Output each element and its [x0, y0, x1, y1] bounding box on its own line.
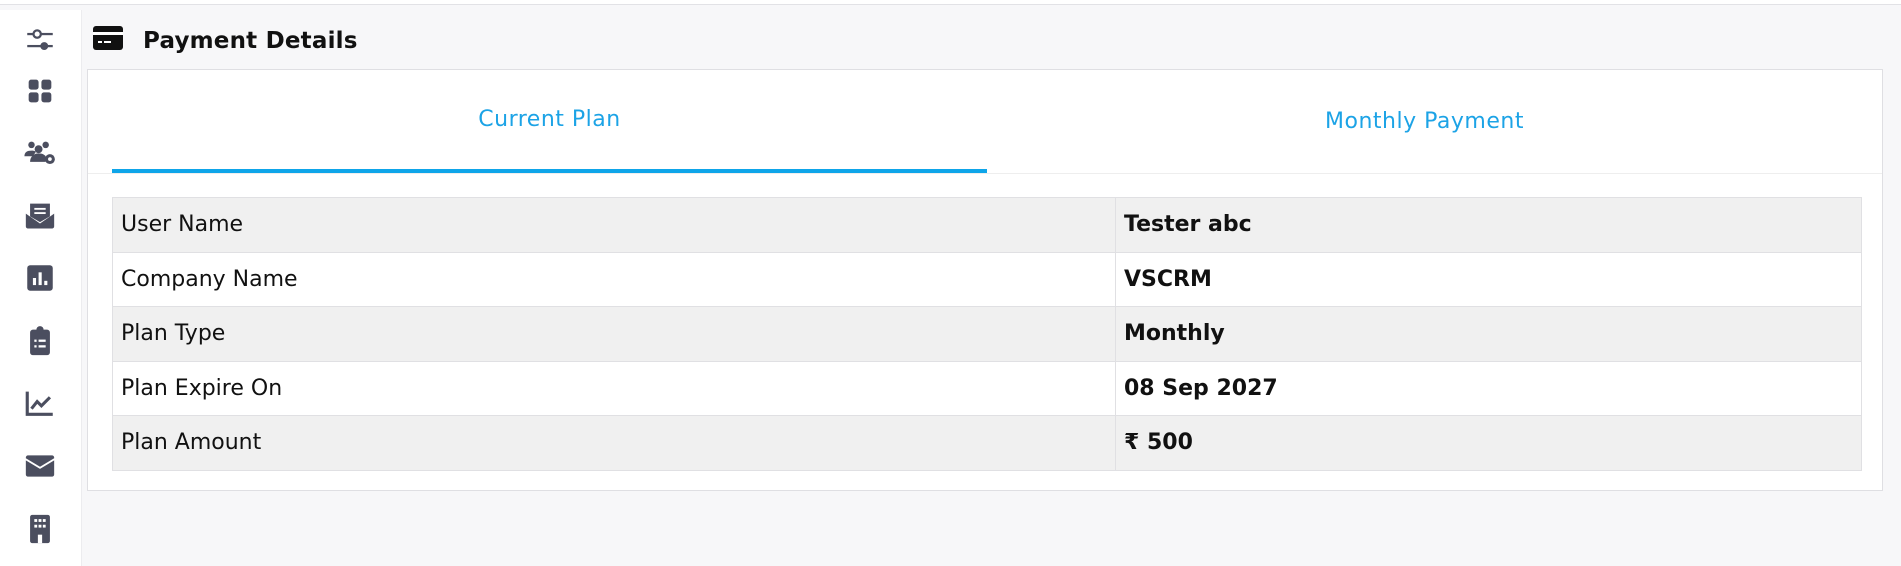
row-label: Plan Type — [112, 306, 1116, 362]
grid-icon[interactable] — [22, 73, 58, 109]
tab-current-plan[interactable]: Current Plan — [112, 70, 987, 173]
top-bar — [0, 0, 1901, 5]
envelope-open-icon[interactable] — [22, 197, 58, 233]
users-gear-icon[interactable] — [22, 134, 58, 170]
row-value: 08 Sep 2027 — [1115, 360, 1862, 416]
table-row: Plan Amount ₹ 500 — [112, 415, 1862, 471]
table-row: User Name Tester abc — [112, 197, 1862, 253]
row-label: Company Name — [112, 251, 1116, 307]
page-title: Payment Details — [143, 28, 358, 54]
row-label: User Name — [112, 197, 1116, 253]
row-value: Monthly — [1115, 306, 1862, 362]
bar-chart-icon[interactable] — [22, 260, 58, 296]
credit-card-icon — [93, 26, 123, 56]
building-icon[interactable] — [22, 511, 58, 547]
line-chart-icon[interactable] — [22, 385, 58, 421]
tab-monthly-payment[interactable]: Monthly Payment — [1325, 109, 1524, 134]
payment-card: Current Plan Monthly Payment User Name Te… — [87, 69, 1883, 491]
clipboard-list-icon[interactable] — [22, 323, 58, 359]
row-value: Tester abc — [1115, 197, 1862, 253]
table-row: Plan Expire On 08 Sep 2027 — [112, 360, 1862, 416]
plan-details-table: User Name Tester abc Company Name VSCRM Pl… — [112, 197, 1862, 471]
table-row: Company Name VSCRM — [112, 251, 1862, 307]
row-label: Plan Expire On — [112, 360, 1116, 416]
row-value: VSCRM — [1115, 251, 1862, 307]
sliders-icon[interactable] — [22, 22, 58, 58]
row-value: ₹ 500 — [1115, 415, 1862, 471]
page-header: Payment Details — [93, 26, 358, 56]
envelope-icon[interactable] — [22, 448, 58, 484]
row-label: Plan Amount — [112, 415, 1116, 471]
sidebar — [0, 10, 82, 566]
tab-bar: Current Plan Monthly Payment — [88, 70, 1882, 174]
table-row: Plan Type Monthly — [112, 306, 1862, 362]
